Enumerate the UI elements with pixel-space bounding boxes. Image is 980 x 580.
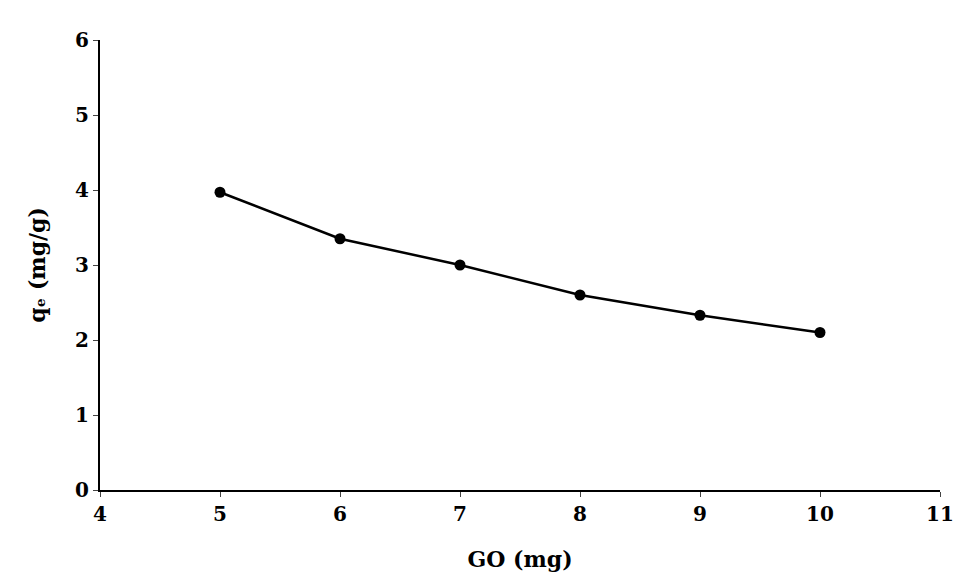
svg-text:10: 10 (806, 502, 834, 526)
svg-text:0: 0 (75, 478, 89, 502)
svg-text:5: 5 (213, 502, 227, 526)
svg-text:qₑ (mg/g): qₑ (mg/g) (24, 207, 50, 323)
svg-text:6: 6 (75, 28, 89, 52)
svg-text:6: 6 (333, 502, 347, 526)
svg-text:5: 5 (75, 103, 89, 127)
svg-text:4: 4 (75, 178, 89, 202)
svg-text:8: 8 (573, 502, 587, 526)
svg-text:2: 2 (75, 328, 89, 352)
svg-text:4: 4 (93, 502, 107, 526)
svg-text:GO (mg): GO (mg) (467, 546, 572, 572)
svg-text:3: 3 (75, 253, 89, 277)
svg-text:7: 7 (453, 502, 467, 526)
svg-text:11: 11 (926, 502, 954, 526)
svg-text:1: 1 (75, 403, 89, 427)
svg-text:9: 9 (693, 502, 707, 526)
